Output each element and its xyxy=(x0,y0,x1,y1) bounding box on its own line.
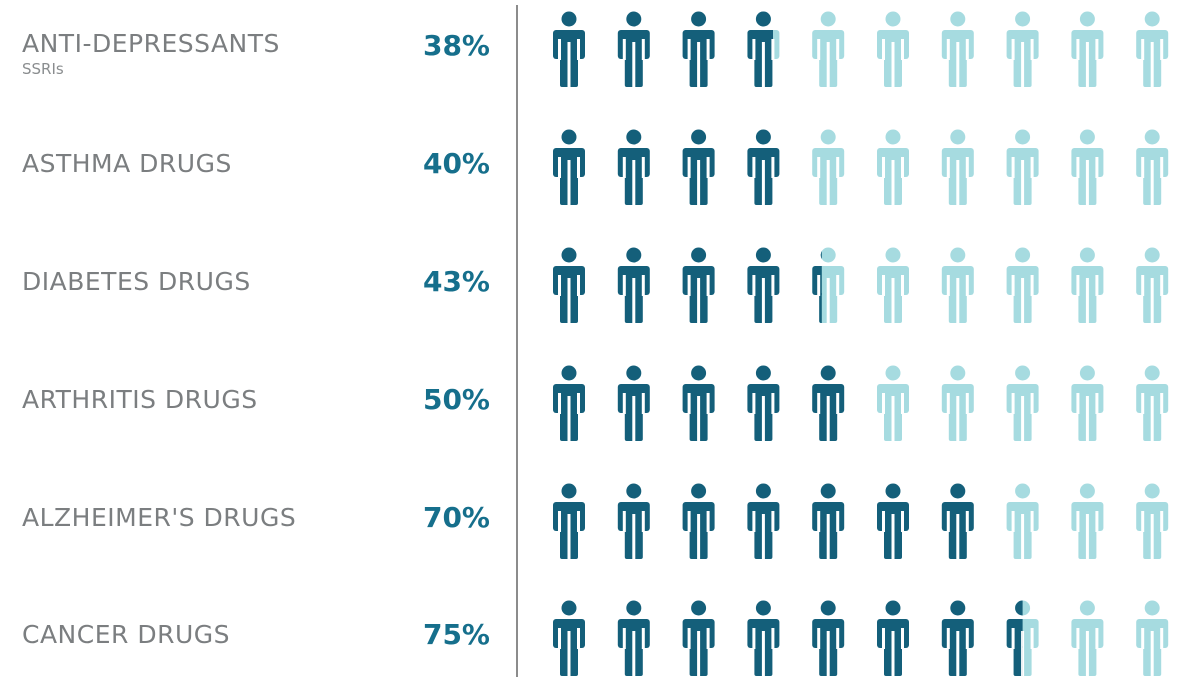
person-icon xyxy=(877,365,909,442)
person-icon xyxy=(877,483,909,560)
row-sublabel: SSRIs xyxy=(22,60,64,78)
person-icon xyxy=(617,483,650,560)
person-icon xyxy=(812,365,845,442)
person-icon xyxy=(617,247,650,324)
person-icon xyxy=(617,365,650,442)
row-label: ANTI-DEPRESSANTS xyxy=(22,29,280,58)
person-icon xyxy=(682,129,715,206)
person-icon xyxy=(941,600,974,677)
row-label: ARTHRITIS DRUGS xyxy=(22,385,258,414)
person-icon xyxy=(877,247,909,324)
person-icon xyxy=(1136,247,1169,324)
person-icon xyxy=(812,483,845,560)
person-icon xyxy=(1071,483,1104,560)
person-icon xyxy=(812,600,845,677)
person-icon xyxy=(747,247,780,324)
person-icon xyxy=(941,483,974,560)
person-icon xyxy=(682,365,715,442)
person-icon xyxy=(1006,11,1039,88)
person-icon xyxy=(877,11,909,88)
person-icon xyxy=(1006,247,1039,324)
person-icon xyxy=(941,247,974,324)
person-icon xyxy=(1006,600,1039,677)
row-percent: 40% xyxy=(422,147,490,180)
person-icon xyxy=(812,11,845,88)
person-icon xyxy=(747,11,780,88)
person-icon xyxy=(1136,483,1169,560)
person-icon xyxy=(1071,365,1104,442)
person-icon xyxy=(1136,600,1169,677)
row-percent: 70% xyxy=(422,501,490,534)
row-label: CANCER DRUGS xyxy=(22,620,230,649)
person-icon xyxy=(617,600,650,677)
row-label: ASTHMA DRUGS xyxy=(22,149,232,178)
person-icon xyxy=(682,247,715,324)
person-icon xyxy=(1006,483,1039,560)
row-percent: 43% xyxy=(422,265,490,298)
vertical-divider xyxy=(516,5,518,677)
person-icon xyxy=(682,483,715,560)
person-icon xyxy=(1006,365,1039,442)
person-icon xyxy=(941,365,974,442)
person-icon xyxy=(1071,129,1104,206)
person-icon xyxy=(553,600,585,677)
person-icon xyxy=(682,11,715,88)
person-icon xyxy=(747,365,780,442)
person-icon xyxy=(1071,247,1104,324)
person-icon xyxy=(1006,129,1039,206)
row-percent: 38% xyxy=(422,29,490,62)
row-percent: 50% xyxy=(422,383,490,416)
person-icon xyxy=(812,129,845,206)
person-icon xyxy=(553,365,585,442)
person-icon xyxy=(553,483,585,560)
row-label: ALZHEIMER'S DRUGS xyxy=(22,503,297,532)
person-icon xyxy=(1071,11,1104,88)
person-icon xyxy=(747,600,780,677)
person-icon xyxy=(812,247,845,324)
person-icon xyxy=(877,129,909,206)
person-icon xyxy=(617,11,650,88)
person-icon xyxy=(941,129,974,206)
person-icon xyxy=(553,11,585,88)
person-icon xyxy=(747,483,780,560)
person-icon xyxy=(877,600,909,677)
person-icon xyxy=(617,129,650,206)
person-icon xyxy=(682,600,715,677)
person-icon xyxy=(1071,600,1104,677)
person-icon xyxy=(1136,11,1169,88)
person-icon xyxy=(747,129,780,206)
person-icon xyxy=(941,11,974,88)
person-icon xyxy=(553,129,585,206)
person-icon xyxy=(1136,129,1169,206)
row-label: DIABETES DRUGS xyxy=(22,267,251,296)
row-percent: 75% xyxy=(422,618,490,651)
person-icon xyxy=(1136,365,1169,442)
person-icon xyxy=(553,247,585,324)
